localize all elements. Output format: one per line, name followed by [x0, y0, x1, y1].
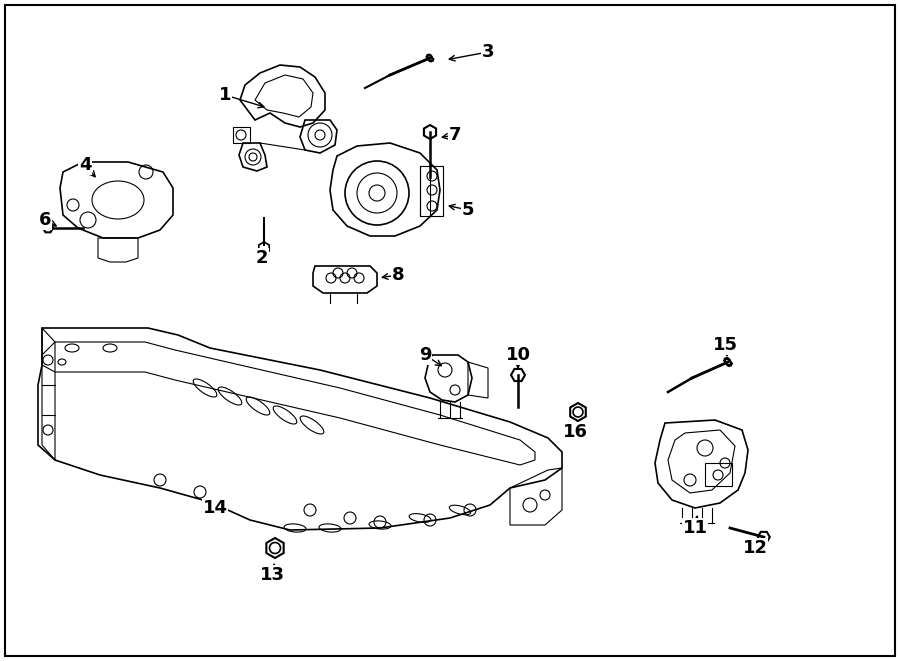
Ellipse shape — [725, 358, 731, 366]
Text: 2: 2 — [256, 249, 268, 267]
Text: 16: 16 — [562, 423, 588, 441]
Text: 7: 7 — [449, 126, 461, 144]
Text: 13: 13 — [259, 566, 284, 584]
Ellipse shape — [428, 55, 432, 61]
Text: 3: 3 — [482, 43, 494, 61]
Text: 14: 14 — [202, 499, 228, 517]
Text: 4: 4 — [79, 156, 91, 174]
Text: 10: 10 — [506, 346, 530, 364]
Text: 15: 15 — [713, 336, 737, 354]
Text: 8: 8 — [392, 266, 404, 284]
Text: 12: 12 — [742, 539, 768, 557]
Text: 9: 9 — [418, 346, 431, 364]
Text: 1: 1 — [219, 86, 231, 104]
Text: 5: 5 — [462, 201, 474, 219]
Text: 11: 11 — [682, 519, 707, 537]
Text: 6: 6 — [39, 211, 51, 229]
Circle shape — [259, 243, 269, 253]
